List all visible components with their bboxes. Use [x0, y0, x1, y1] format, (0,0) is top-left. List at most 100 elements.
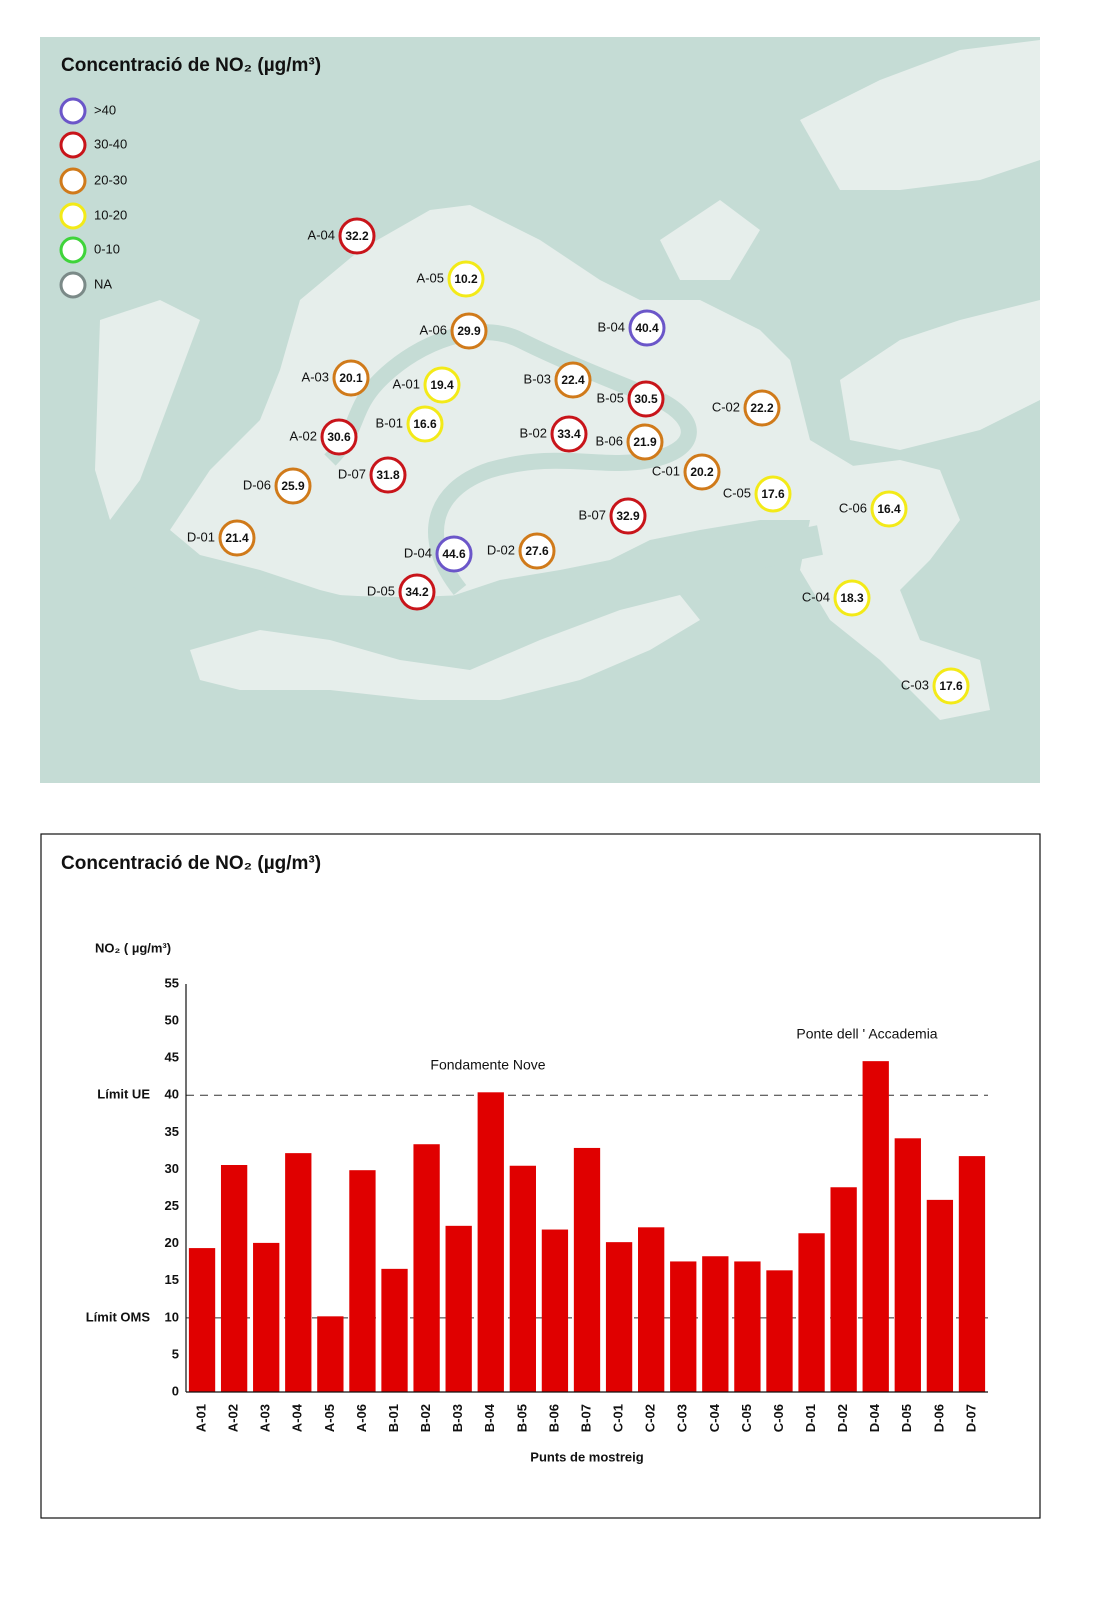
legend-swatch	[59, 202, 87, 230]
bar	[798, 1233, 825, 1392]
bar	[830, 1187, 857, 1392]
x-tick-label: B-02	[418, 1404, 433, 1432]
station-value: 40.4	[635, 321, 659, 335]
bar	[285, 1153, 312, 1392]
station-id: C-01	[652, 463, 680, 478]
y-tick-label: 30	[165, 1161, 179, 1176]
reference-label: Límit UE	[97, 1087, 150, 1102]
station-id: B-05	[597, 390, 624, 405]
bar	[445, 1225, 472, 1392]
station-id: B-01	[376, 415, 403, 430]
bar	[317, 1316, 344, 1392]
legend-swatch	[59, 236, 87, 264]
legend-label: 0-10	[94, 241, 120, 256]
bar	[253, 1242, 280, 1392]
station-id: B-06	[596, 433, 623, 448]
station-id: D-07	[338, 466, 366, 481]
x-tick-label: A-01	[193, 1404, 208, 1432]
y-tick-label: 0	[172, 1383, 179, 1398]
map-land	[95, 40, 1040, 720]
station-marker	[609, 497, 647, 535]
bar	[413, 1144, 440, 1392]
station-id: B-03	[524, 371, 551, 386]
station-id: C-05	[723, 485, 751, 500]
bar	[509, 1165, 536, 1392]
bar	[381, 1268, 408, 1392]
giudecca-canal	[94, 525, 823, 627]
station-value: 20.1	[339, 371, 363, 385]
station-value: 16.6	[413, 417, 437, 431]
station-id: A-03	[302, 369, 329, 384]
station-value: 21.9	[633, 435, 657, 449]
station-value: 19.4	[430, 378, 454, 392]
y-tick-label: 25	[165, 1198, 179, 1213]
bar	[926, 1199, 954, 1392]
station-value: 25.9	[281, 479, 305, 493]
station-marker	[554, 361, 592, 399]
legend-label: 30-40	[94, 136, 127, 151]
station-marker	[423, 366, 461, 404]
map-title: Concentració de NO₂ (µg/m³)	[61, 55, 321, 76]
station-marker	[406, 405, 444, 443]
station-marker	[743, 389, 781, 427]
y-tick-label: 20	[165, 1235, 179, 1250]
bar	[766, 1270, 793, 1392]
legend-swatch	[59, 97, 87, 125]
annotation: Ponte dell ' Accademia	[796, 1026, 937, 1042]
station-value: 10.2	[454, 272, 478, 286]
station-id: A-06	[420, 322, 447, 337]
station-id: B-02	[520, 425, 547, 440]
station-id: A-05	[417, 270, 444, 285]
legend-swatch	[59, 167, 87, 195]
station-id: C-02	[712, 399, 740, 414]
x-tick-label: D-07	[963, 1404, 978, 1432]
station-marker	[435, 535, 473, 573]
station-marker	[683, 453, 721, 491]
station-marker	[870, 490, 908, 528]
station-value: 32.9	[616, 509, 640, 523]
x-tick-label: C-05	[739, 1404, 754, 1432]
station-marker	[450, 312, 488, 350]
x-tick-label: A-06	[354, 1404, 369, 1432]
station-value: 17.6	[761, 487, 785, 501]
y-tick-label: 45	[165, 1050, 179, 1065]
station-marker	[626, 423, 664, 461]
bar	[188, 1248, 216, 1392]
x-tick-label: C-01	[611, 1404, 626, 1432]
map: Concentració de NO₂ (µg/m³)	[40, 37, 1040, 783]
y-tick-label: 10	[165, 1309, 179, 1324]
bar	[573, 1147, 601, 1392]
legend-swatch	[59, 131, 87, 159]
legend-label: 10-20	[94, 207, 127, 222]
legend-label: 20-30	[94, 172, 127, 187]
station-value: 44.6	[442, 547, 466, 561]
legend-label: >40	[94, 102, 116, 117]
station-marker	[932, 667, 970, 705]
station-marker	[550, 415, 588, 453]
chart-frame	[40, 833, 1041, 1519]
legend-label: NA	[94, 276, 112, 291]
bar	[734, 1261, 761, 1392]
station-value: 20.2	[690, 465, 714, 479]
y-tick-label: 15	[165, 1272, 179, 1287]
x-tick-label: D-05	[899, 1404, 914, 1432]
station-marker	[218, 519, 256, 557]
station-id: B-04	[598, 319, 625, 334]
x-tick-label: A-05	[322, 1404, 337, 1432]
x-tick-label: C-04	[707, 1403, 722, 1432]
station-value: 21.4	[225, 531, 249, 545]
bar	[605, 1242, 633, 1392]
station-marker	[338, 217, 376, 255]
x-tick-label: C-06	[771, 1404, 786, 1432]
x-tick-label: B-04	[482, 1403, 497, 1432]
x-tick-label: A-04	[290, 1403, 305, 1432]
station-value: 32.2	[345, 229, 369, 243]
station-value: 22.4	[561, 373, 585, 387]
station-id: B-07	[579, 507, 606, 522]
x-tick-label: A-03	[258, 1404, 273, 1432]
station-marker	[447, 260, 485, 298]
x-tick-label: B-07	[578, 1404, 593, 1432]
station-marker	[627, 380, 665, 418]
station-value: 22.2	[750, 401, 774, 415]
station-id: A-04	[308, 227, 335, 242]
